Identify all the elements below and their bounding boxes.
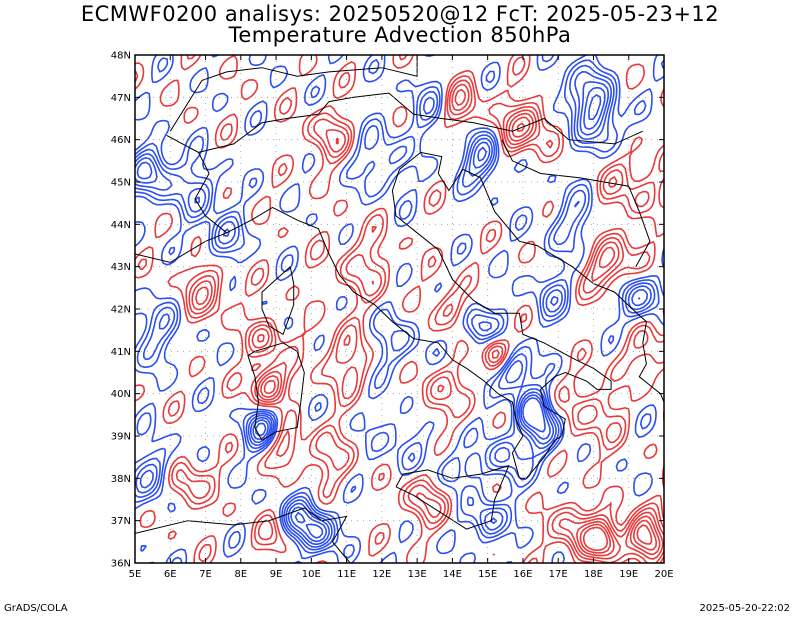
- lon-label-7E: 7E: [199, 569, 212, 580]
- lat-lon-grid: [135, 55, 664, 563]
- lon-label-11E: 11E: [337, 569, 356, 580]
- lat-label-37N: 37N: [111, 516, 131, 527]
- map-title-line2: Temperature Advection 850hPa: [228, 23, 572, 47]
- lon-label-20E: 20E: [654, 569, 673, 580]
- lon-label-13E: 13E: [408, 569, 427, 580]
- lat-label-39N: 39N: [111, 432, 131, 443]
- lon-label-15E: 15E: [478, 569, 497, 580]
- lat-label-45N: 45N: [111, 178, 131, 189]
- cold-contour: [135, 55, 664, 563]
- lat-label-48N: 48N: [111, 51, 131, 62]
- lat-label-41N: 41N: [111, 347, 131, 358]
- cold-contour: [135, 64, 656, 551]
- lat-label-47N: 47N: [111, 93, 131, 104]
- cold-contour: [136, 86, 641, 543]
- lon-label-8E: 8E: [234, 569, 247, 580]
- warm-contour: [135, 55, 664, 563]
- lon-label-12E: 12E: [372, 569, 391, 580]
- lon-label-14E: 14E: [443, 569, 462, 580]
- lon-label-6E: 6E: [164, 569, 177, 580]
- warm-contour: [516, 122, 653, 552]
- lat-label-43N: 43N: [111, 262, 131, 273]
- cold-contour: [135, 81, 648, 546]
- cold-contour: [255, 94, 602, 539]
- cold-contour: [135, 55, 664, 563]
- lon-label-17E: 17E: [549, 569, 568, 580]
- lon-label-18E: 18E: [584, 569, 603, 580]
- map-title-line1: ECMWF0200 analisys: 20250520@12 FcT: 202…: [80, 2, 720, 26]
- footer-timestamp: 2025-05-20-22:02: [699, 603, 790, 614]
- lon-label-10E: 10E: [302, 569, 321, 580]
- lat-label-46N: 46N: [111, 135, 131, 146]
- warm-contour: [135, 55, 664, 563]
- warm-contour: [191, 83, 664, 560]
- longitude-labels: 5E 6E 7E 8E 9E 10E 11E 12E 13E 14E 15E 16E 17E 18E 19E…: [129, 55, 674, 580]
- lat-label-40N: 40N: [111, 389, 131, 400]
- coastlines: [135, 55, 664, 563]
- lat-label-44N: 44N: [111, 220, 131, 231]
- latitude-labels: 36N 37N 38N 39N 40N 41N 42N 43N 44N 45N 46N 47N 48N: [111, 51, 664, 570]
- lon-label-16E: 16E: [513, 569, 532, 580]
- lat-label-42N: 42N: [111, 305, 131, 316]
- warm-contour: [263, 116, 658, 554]
- warm-contour: [195, 88, 661, 557]
- lat-label-38N: 38N: [111, 474, 131, 485]
- lon-label-19E: 19E: [619, 569, 638, 580]
- lat-label-36N: 36N: [111, 559, 131, 570]
- lon-label-5E: 5E: [129, 569, 142, 580]
- footer-software: GrADS/COLA: [4, 603, 68, 614]
- lon-label-9E: 9E: [270, 569, 283, 580]
- warm-contour: [175, 79, 664, 563]
